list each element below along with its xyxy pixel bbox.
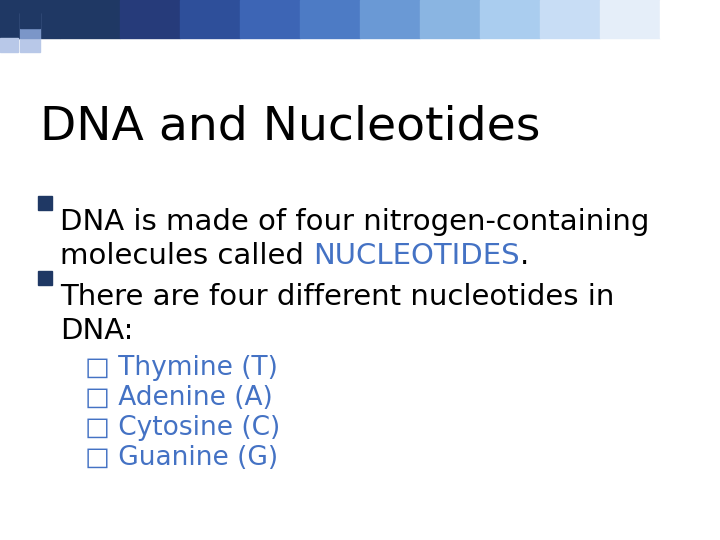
Text: NUCLEOTIDES: NUCLEOTIDES — [313, 242, 520, 270]
Bar — [0, 38, 18, 52]
Text: DNA is made of four nitrogen-containing: DNA is made of four nitrogen-containing — [60, 208, 649, 236]
Bar — [240, 0, 300, 38]
Bar — [20, 0, 40, 28]
Bar — [360, 0, 420, 38]
Text: molecules called: molecules called — [60, 242, 313, 270]
Text: There are four different nucleotides in: There are four different nucleotides in — [60, 283, 614, 311]
Bar — [300, 0, 360, 38]
Bar — [600, 0, 660, 38]
Bar — [420, 0, 480, 38]
Text: .: . — [520, 242, 529, 270]
Bar — [20, 13, 40, 38]
Bar — [0, 0, 60, 38]
Bar — [480, 0, 540, 38]
Bar — [20, 38, 40, 52]
Text: □ Guanine (G): □ Guanine (G) — [85, 445, 278, 471]
Text: □ Cytosine (C): □ Cytosine (C) — [85, 415, 280, 441]
Text: □ Thymine (T): □ Thymine (T) — [85, 355, 278, 381]
Bar — [120, 0, 180, 38]
Text: □ Adenine (A): □ Adenine (A) — [85, 385, 273, 411]
Bar — [180, 0, 240, 38]
Text: DNA:: DNA: — [60, 317, 133, 345]
Bar — [660, 0, 720, 38]
Bar — [38, 196, 52, 210]
Bar — [38, 271, 52, 285]
Bar — [540, 0, 600, 38]
Bar — [60, 0, 120, 38]
Text: DNA and Nucleotides: DNA and Nucleotides — [40, 105, 541, 150]
Bar — [0, 0, 28, 38]
